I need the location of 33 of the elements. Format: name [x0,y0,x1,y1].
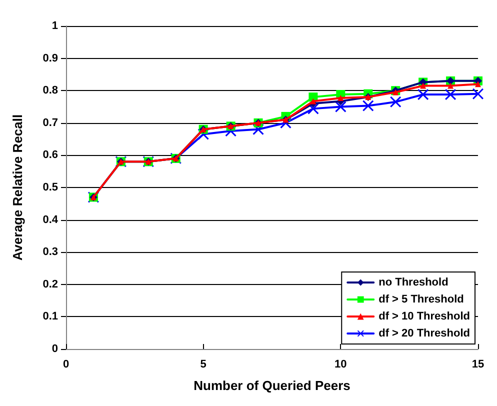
legend-label: df > 20 Threshold [378,328,470,340]
y-tick-label: 0.6 [42,149,58,162]
y-tick-label: 0.9 [42,52,58,64]
point [362,100,374,112]
legend-label: no Threshold [378,276,448,288]
y-tick-label: 0.4 [42,214,59,226]
legend-label: df > 10 Threshold [378,310,470,322]
y-tick-label: 1 [52,20,58,32]
x-axis-title: Number of Queried Peers [194,378,350,393]
x-tick-label: 5 [200,358,206,370]
point [310,98,316,104]
point [418,88,429,100]
x-tick-label: 10 [334,358,347,370]
point [392,89,399,96]
point [335,101,346,112]
legend-label: df > 5 Threshold [378,294,464,306]
point [338,95,344,102]
point [445,88,456,100]
x-tick-label: 0 [62,358,70,370]
y-axis-title: Average Relative Recall [10,114,25,261]
y-tick-label: 0.5 [42,182,58,194]
point [475,81,481,88]
point [472,88,484,100]
point [448,82,454,89]
y-tick-label: 0.1 [42,310,58,323]
point [420,82,426,89]
y-tick-label: 0.2 [42,278,58,290]
y-tick-label: 0 [52,343,58,355]
x-tick-label: 15 [472,358,484,370]
y-tick-label: 0.3 [42,246,58,258]
y-tick-label: 0.7 [42,116,58,129]
y-tick-label: 0.8 [42,84,58,97]
point [390,96,402,108]
